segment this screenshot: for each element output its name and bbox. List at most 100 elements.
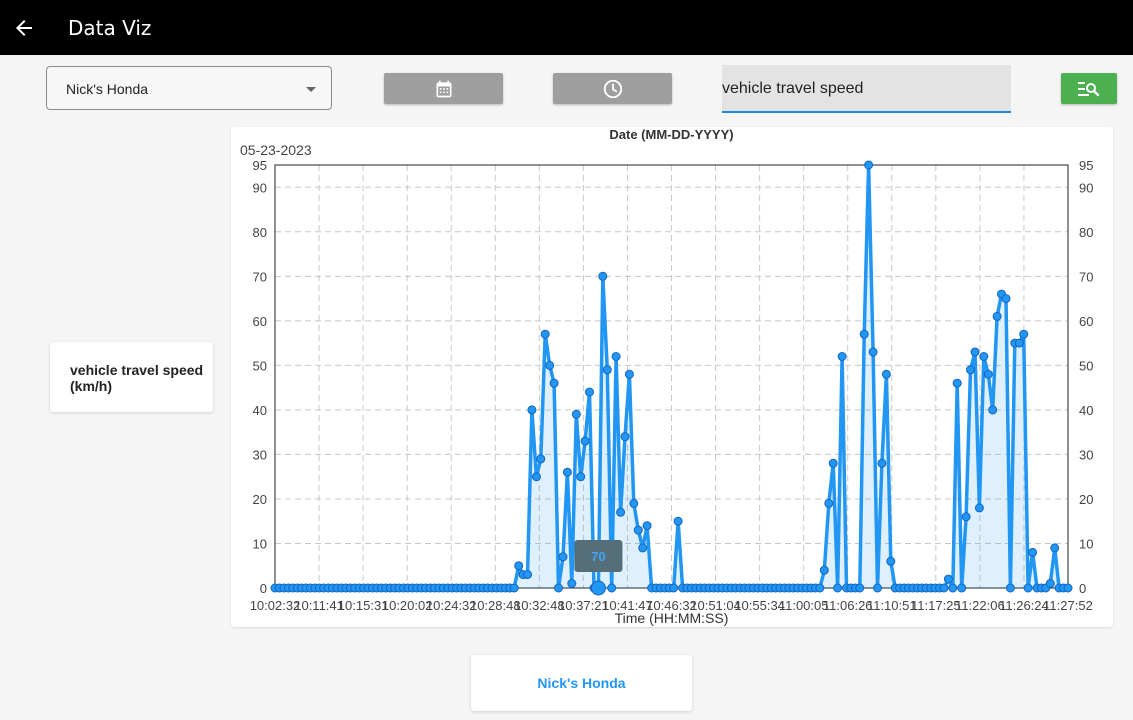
y-tick-label-right: 20 (1079, 492, 1093, 507)
chart-card: 0 0 10 10 20 20 30 30 40 40 50 50 60 60 70 70 80 80 90 90 95… (231, 127, 1113, 627)
x-tick-label: 11:06:26 (823, 598, 873, 613)
vehicle-card-label: Nick's Honda (537, 675, 626, 691)
data-point (966, 365, 975, 375)
arrow-back-icon (16, 20, 32, 36)
series-legend-label: vehicle travel speed (km/h) (70, 362, 204, 394)
data-point (859, 329, 869, 339)
time-picker-button[interactable] (553, 73, 672, 104)
data-point (961, 512, 971, 522)
data-point (642, 521, 652, 531)
data-point (988, 405, 998, 415)
data-point (970, 347, 980, 357)
data-point (562, 467, 572, 477)
data-point (819, 565, 829, 575)
data-point (1019, 329, 1029, 339)
series-legend-card[interactable]: vehicle travel speed (km/h) (50, 342, 213, 412)
data-point (868, 347, 878, 357)
app-title: Data Viz (68, 16, 152, 40)
y-tick-label-right: 50 (1079, 358, 1093, 373)
x-tick-label: 10:15:31 (338, 598, 389, 613)
x-tick-label: 11:00:05 (779, 598, 829, 613)
calendar-icon (436, 80, 451, 97)
data-point (673, 516, 683, 526)
vehicle-select[interactable]: Nick's Honda (46, 66, 332, 110)
date-picker-button[interactable] (384, 73, 503, 104)
data-point (514, 561, 524, 571)
y-tick-label-left: 90 (253, 180, 267, 195)
date-label: 05-23-2023 (240, 142, 312, 158)
y-tick-label-left: 95 (253, 158, 267, 173)
data-point (1050, 543, 1060, 553)
data-point (943, 574, 953, 584)
data-point (567, 579, 577, 588)
data-point (828, 458, 838, 468)
x-tick-label: 11:17:25 (911, 598, 961, 613)
y-tick-label-right: 80 (1079, 225, 1093, 240)
data-point (545, 360, 555, 370)
x-tick-label: 10:28:48 (470, 598, 521, 613)
data-point (536, 454, 546, 464)
y-tick-label-right: 95 (1079, 158, 1093, 173)
y-tick-label-right: 10 (1079, 536, 1093, 551)
data-point (939, 583, 949, 593)
data-point (558, 552, 568, 562)
data-point (877, 458, 887, 468)
search-input[interactable] (722, 77, 1002, 101)
data-point (638, 543, 648, 553)
data-point (620, 432, 630, 442)
data-point (633, 525, 643, 535)
y-tick-label-left: 0 (260, 581, 267, 596)
data-point (554, 583, 563, 593)
x-tick-label: 11:22:06 (955, 598, 1005, 613)
data-point (585, 387, 594, 397)
vehicle-select-value: Nick's Honda (66, 81, 149, 97)
vehicle-card[interactable]: Nick's Honda (471, 655, 692, 711)
data-point (855, 583, 865, 593)
y-tick-label-left: 50 (253, 358, 267, 373)
data-point (1023, 583, 1033, 593)
search-field[interactable] (722, 65, 1011, 113)
data-point (571, 409, 581, 419)
data-point (1063, 583, 1073, 593)
data-point (873, 583, 882, 593)
y-tick-label-right: 60 (1079, 314, 1093, 329)
y-tick-label-left: 40 (253, 403, 267, 418)
y-tick-label-left: 60 (253, 314, 267, 329)
data-point (864, 160, 874, 170)
data-point (611, 352, 621, 361)
data-point (590, 580, 606, 596)
data-point (1028, 547, 1038, 557)
data-point (824, 498, 834, 508)
data-point (549, 378, 559, 388)
x-tick-label: 10:20:02 (382, 598, 433, 613)
tooltip-box (574, 540, 623, 572)
data-point (952, 378, 962, 388)
data-point (957, 583, 967, 593)
app-bar: Data Viz (0, 0, 1133, 55)
x-tick-label: 10:32:48 (514, 598, 565, 613)
data-point (509, 583, 519, 593)
y-tick-label-right: 40 (1079, 403, 1093, 418)
data-point (837, 352, 847, 361)
y-tick-label-left: 80 (253, 225, 267, 240)
data-point (527, 405, 537, 415)
data-point (580, 436, 590, 446)
data-point (886, 556, 896, 566)
data-point (616, 507, 626, 517)
data-point (979, 352, 989, 361)
x-tick-label: 11:27:52 (1043, 598, 1093, 613)
data-point (669, 583, 679, 593)
back-button[interactable] (12, 16, 36, 40)
y-tick-label-left: 30 (253, 447, 267, 462)
search-query-button[interactable] (1061, 73, 1117, 104)
x-tick-label: 11:10:51 (867, 598, 917, 613)
data-point (833, 583, 843, 593)
line-chart[interactable]: 0 0 10 10 20 20 30 30 40 40 50 50 60 60 70 70 80 80 90 90 95… (231, 127, 1113, 627)
x-tick-label: 10:37:21 (558, 598, 609, 613)
data-point (983, 369, 993, 379)
data-point (815, 583, 825, 593)
y-tick-label-right: 0 (1079, 581, 1086, 596)
data-point (629, 498, 639, 508)
clock-icon (603, 79, 622, 98)
x-axis-title: Time (HH:MM:SS) (615, 610, 729, 626)
